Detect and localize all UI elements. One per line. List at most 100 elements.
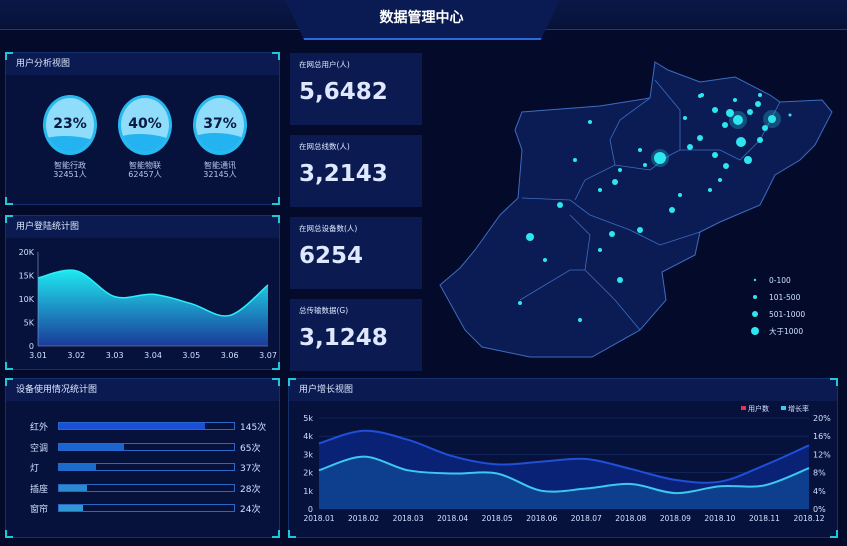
device-bar-row: 空调 65次 (30, 442, 261, 454)
map-data-point (718, 178, 722, 182)
map-data-point (618, 168, 622, 172)
y-right-tick: 20% (813, 414, 831, 423)
map-data-point (578, 318, 582, 322)
map-data-point (726, 109, 734, 117)
x-tick-label: 2018.07 (571, 514, 602, 523)
growth-line (318, 455, 810, 495)
bar-track (58, 442, 235, 451)
map-data-point (669, 207, 675, 213)
y-tick-label: 10K (19, 295, 35, 304)
map-data-point (733, 98, 737, 102)
x-tick-label: 3.01 (29, 351, 47, 360)
legend-swatch (781, 406, 786, 410)
x-tick-label: 2018.01 (303, 514, 334, 523)
y-right-tick: 12% (813, 450, 831, 459)
region-border (569, 214, 591, 271)
x-tick-label: 3.03 (106, 351, 124, 360)
y-right-tick: 0% (813, 505, 826, 514)
y-left-tick: 4k (303, 432, 313, 441)
map-data-point (687, 144, 693, 150)
map-data-point (643, 163, 647, 167)
map-data-point (543, 258, 547, 262)
map-data-point (758, 93, 762, 97)
region-border (521, 197, 701, 246)
bar-fill (59, 505, 84, 511)
panel-title: 用户增长视图 (289, 379, 837, 401)
legend-swatch (741, 406, 746, 410)
y-right-tick: 4% (813, 487, 826, 496)
x-tick-label: 2018.03 (393, 514, 424, 523)
ball-caption: 智能行政 32451人 (53, 161, 87, 179)
bar-fill (59, 464, 97, 470)
bar-track (58, 483, 235, 492)
percent-ball: 23% (43, 95, 97, 155)
map-data-point (598, 248, 602, 252)
legend-label: 101-500 (769, 293, 801, 302)
device-bar-row: 灯 37次 (30, 463, 261, 474)
y-left-tick: 1k (303, 487, 313, 496)
x-tick-label: 3.06 (221, 351, 239, 360)
percent-ball: 37% (193, 95, 247, 155)
users-line (318, 429, 810, 484)
stat-card: 在网总用户(人) 5,6482 (290, 53, 422, 125)
legend-dot (752, 311, 758, 317)
legend-label: 用户数 (748, 404, 769, 413)
x-tick-label: 2018.12 (793, 514, 824, 523)
map-data-point (637, 227, 643, 233)
map-data-point (573, 158, 577, 162)
x-tick-label: 2018.06 (526, 514, 557, 523)
x-tick-label: 2018.04 (437, 514, 468, 523)
map-data-point (609, 231, 615, 237)
map-data-point (588, 120, 592, 124)
panel-title: 设备使用情况统计图 (6, 379, 279, 401)
stat-card: 在网总设备数(人) 6254 (290, 217, 422, 289)
percent-ball: 40% (118, 95, 172, 155)
bar-track (58, 504, 235, 512)
map-data-point (654, 152, 666, 164)
x-tick-label: 3.07 (259, 351, 277, 360)
map-data-point (722, 122, 728, 128)
page-title: 数据管理中心 (379, 10, 464, 26)
map-data-point (638, 148, 642, 152)
x-tick-label: 3.02 (67, 351, 85, 360)
legend-label: 大于1000 (769, 326, 803, 336)
x-tick-label: 3.04 (144, 351, 162, 360)
device-bar-row: 红外 145次 (30, 422, 267, 433)
map-data-point (678, 193, 682, 197)
y-left-tick: 3k (303, 450, 313, 459)
user-growth-panel: 用户增长视图 0 0% 1k 4% 2k 8% 3k 12% 4k 16% 5k 20% 2018.01… (288, 378, 838, 538)
legend-label: 501-1000 (769, 310, 805, 319)
map-data-point (598, 188, 602, 192)
map-data-point (736, 137, 746, 147)
province-outline (439, 61, 833, 358)
map-data-point (698, 94, 702, 98)
y-tick-label: 5K (24, 319, 35, 328)
device-usage-panel: 设备使用情况统计图 红外 145次 空调 65次灯 37次 插座 28次 窗帘 24次 (5, 378, 280, 538)
map-data-point (557, 202, 563, 208)
stat-card: 在网总线数(人) 3,2143 (290, 135, 422, 207)
y-right-tick: 8% (813, 469, 826, 478)
login-stats-panel: 用户登陆统计图 0 5K 10K 15K 20K 3.01 3.02 3.03 3.04 3.05… (5, 215, 280, 370)
y-left-tick: 2k (303, 469, 313, 478)
map-data-point (518, 301, 522, 305)
user-analysis-panel: 用户分析视图 23% 智能行政 32451人 40% 智能物联 62457人 37% 智能通讯… (5, 52, 280, 205)
x-tick-label: 2018.05 (482, 514, 513, 523)
bar-fill (59, 423, 205, 429)
bar-fill (59, 443, 125, 450)
map-data-point (733, 115, 743, 125)
growth-area (319, 456, 809, 509)
map-data-point (712, 107, 718, 113)
map-data-point (757, 137, 763, 143)
region-map: 0-100 101-500 501-1000 大于1000 (439, 61, 833, 358)
growth-area-chart: 0 0% 1k 4% 2k 8% 3k 12% 4k 16% 5k 20% 2018.01 2018.02… (303, 404, 831, 523)
legend-label: 0-100 (769, 276, 791, 285)
legend-dot (753, 278, 757, 282)
x-tick-label: 2018.02 (348, 514, 379, 523)
ball-caption: 智能通讯 32145人 (203, 161, 237, 179)
x-tick-label: 2018.09 (660, 514, 691, 523)
device-bar-row: 窗帘 24次 (30, 504, 261, 515)
y-tick-label: 20K (19, 248, 35, 257)
y-left-tick: 0 (308, 505, 313, 514)
legend-dot (751, 327, 759, 335)
map-data-point (683, 116, 687, 120)
